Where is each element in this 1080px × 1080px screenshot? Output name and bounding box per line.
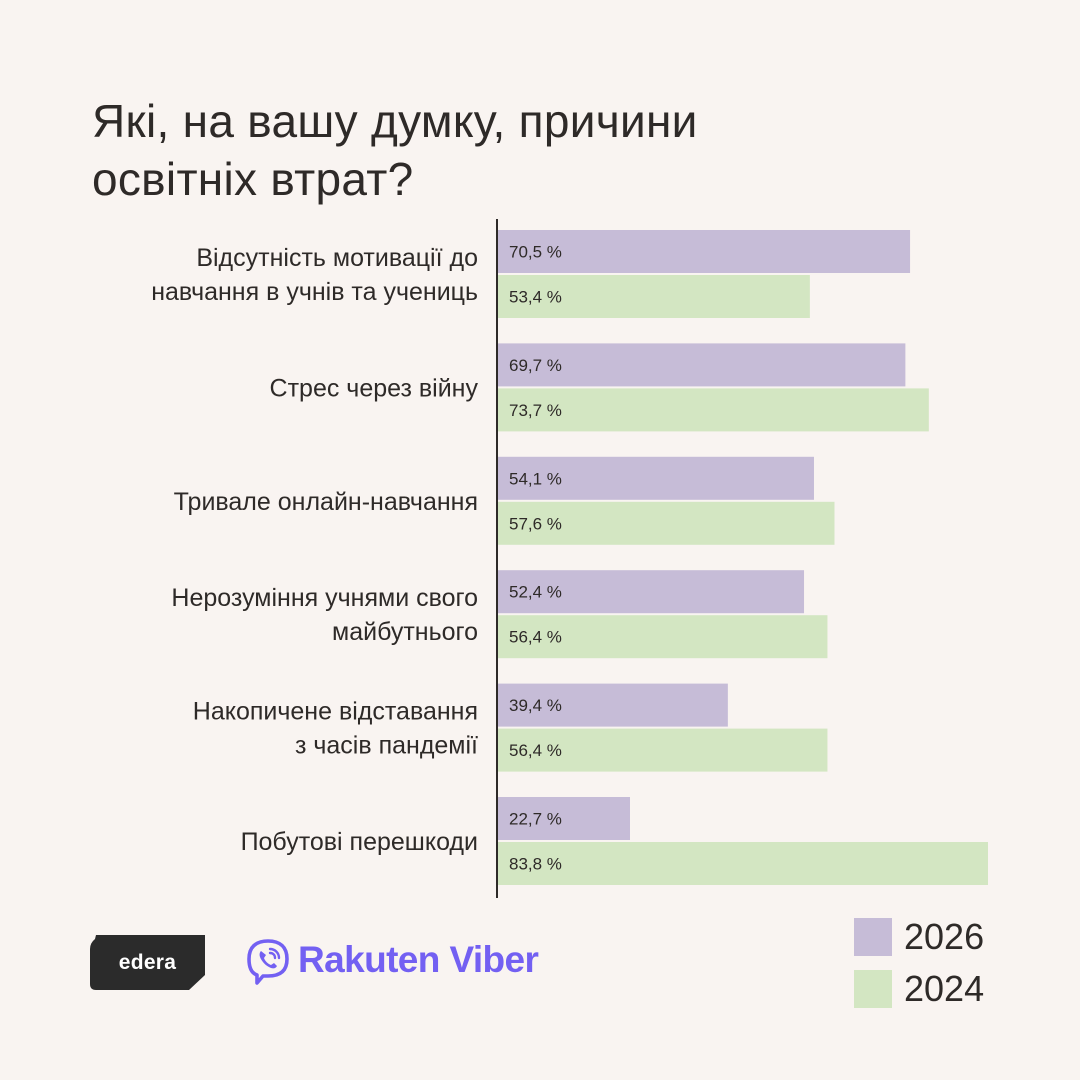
bar-value-label-2026-6: 22,7 % [509, 810, 562, 829]
bar-2026-4 [497, 570, 805, 614]
bar-2024-2 [497, 388, 929, 432]
bar-2026-2 [497, 343, 906, 387]
category-label-3-line-1: Тривале онлайн-навчання [174, 488, 478, 516]
viber-phone-icon [247, 939, 289, 985]
bar-value-label-2024-2: 73,7 % [509, 401, 562, 420]
bar-value-label-2026-5: 39,4 % [509, 696, 562, 715]
bar-value-label-2024-5: 56,4 % [509, 741, 562, 760]
category-label-4-line-2: майбутнього [332, 618, 478, 646]
category-label-5-line-1: Накопичене відставання [193, 698, 478, 726]
bar-2024-3 [497, 501, 835, 545]
viber-logo: Rakuten Viber [246, 934, 539, 990]
edera-logo: edera [90, 935, 205, 990]
category-label-1-line-1: Відсутність мотивації до [196, 244, 478, 272]
bar-2024-5 [497, 728, 828, 772]
bar-2024-4 [497, 615, 828, 659]
viber-logo-text: Rakuten Viber [298, 939, 539, 980]
category-label-6-line-1: Побутові перешкоди [241, 828, 478, 856]
legend-item-2026: 2026 [854, 912, 984, 962]
edera-logo-text: edera [118, 950, 177, 974]
legend-swatch-2026 [854, 918, 892, 956]
category-label-4-line-1: Нерозуміння учнями свого [171, 584, 478, 612]
bar-value-label-2024-3: 57,6 % [509, 514, 562, 533]
bar-value-label-2026-4: 52,4 % [509, 583, 562, 602]
bar-value-label-2024-1: 53,4 % [509, 288, 562, 307]
legend-label-2026: 2026 [904, 916, 985, 957]
chart-legend: 2026 2024 [854, 912, 984, 1016]
edera-logo-shape [90, 935, 205, 990]
category-label-5-line-2: з часів пандемії [295, 732, 478, 760]
bar-value-label-2026-3: 54,1 % [509, 469, 562, 488]
legend-label-2024: 2024 [904, 968, 985, 1009]
bar-2026-3 [497, 456, 814, 500]
bar-value-label-2024-6: 83,8 % [509, 855, 562, 874]
bar-value-label-2024-4: 56,4 % [509, 628, 562, 647]
bar-2026-5 [497, 683, 728, 727]
bar-2024-6 [497, 842, 988, 885]
bar-2026-6 [497, 797, 631, 840]
legend-swatch-2024 [854, 970, 892, 1008]
bar-2026-1 [497, 230, 911, 273]
bar-2024-1 [497, 275, 810, 318]
legend-item-2024: 2024 [854, 964, 984, 1014]
category-label-1-line-2: навчання в учнів та учениць [151, 278, 478, 306]
chart-title-line-2: освітніх втрат? [92, 153, 414, 205]
chart-title: Які, на вашу думку, причини освітніх втр… [92, 92, 912, 208]
bar-value-label-2026-2: 69,7 % [509, 356, 562, 375]
bar-value-label-2026-1: 70,5 % [509, 243, 562, 262]
chart-title-line-1: Які, на вашу думку, причини [92, 95, 698, 147]
category-label-2-line-1: Стрес через війну [270, 374, 479, 402]
